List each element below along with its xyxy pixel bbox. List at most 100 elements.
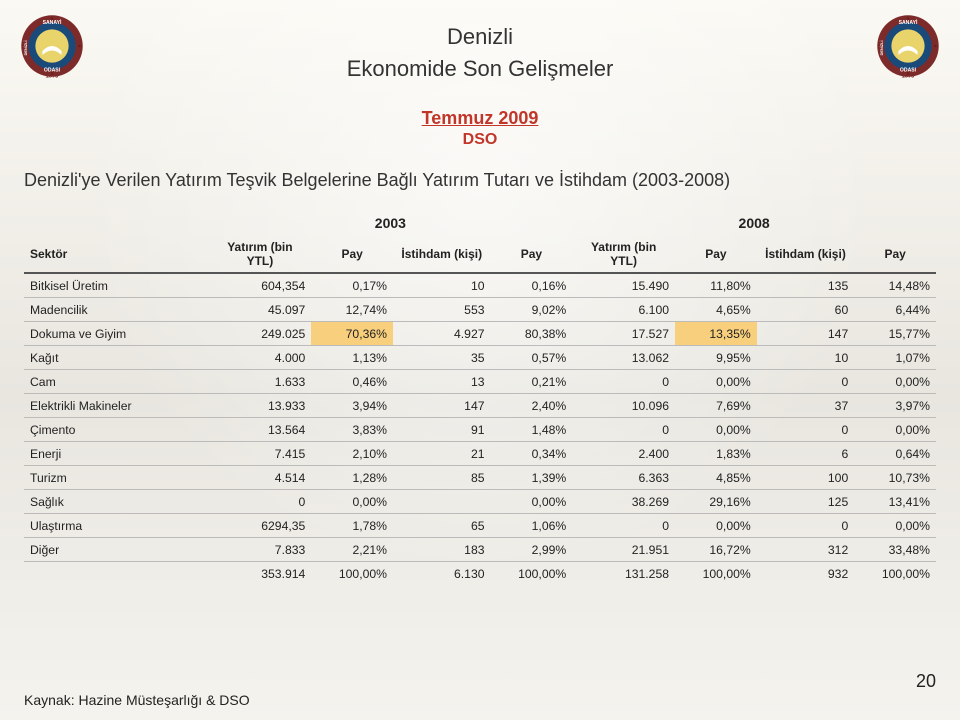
cell-value: 147 bbox=[393, 394, 491, 418]
table-row: Çimento13.5643,83%911,48%00,00%00,00% bbox=[24, 418, 936, 442]
month-year: Temmuz 2009 bbox=[0, 108, 960, 129]
cell-value: 2,99% bbox=[491, 538, 573, 562]
cell-value: 4.927 bbox=[393, 322, 491, 346]
org: DSO bbox=[0, 131, 960, 149]
cell-value: 1,06% bbox=[491, 514, 573, 538]
cell-value: 13,41% bbox=[854, 490, 936, 514]
cell-value: 312 bbox=[757, 538, 855, 562]
cell-value: 125 bbox=[757, 490, 855, 514]
col-yatirim-2003: Yatırım (bin YTL) bbox=[209, 235, 312, 273]
cell-value: 2,10% bbox=[311, 442, 393, 466]
cell-value: 1.633 bbox=[209, 370, 312, 394]
col-pay-2003b: Pay bbox=[491, 235, 573, 273]
cell-value: 7.415 bbox=[209, 442, 312, 466]
table-row: Enerji7.4152,10%210,34%2.4001,83%60,64% bbox=[24, 442, 936, 466]
cell-value: 0,34% bbox=[491, 442, 573, 466]
cell-value: 0 bbox=[757, 418, 855, 442]
cell-value: 1,48% bbox=[491, 418, 573, 442]
cell-sector: Madencilik bbox=[24, 298, 209, 322]
cell-value: 17.527 bbox=[572, 322, 675, 346]
cell-value: 37 bbox=[757, 394, 855, 418]
cell-sector: Dokuma ve Giyim bbox=[24, 322, 209, 346]
col-yatirim-2008: Yatırım (bin YTL) bbox=[572, 235, 675, 273]
cell-value: 33,48% bbox=[854, 538, 936, 562]
cell-value: 3,97% bbox=[854, 394, 936, 418]
cell-value: 0,57% bbox=[491, 346, 573, 370]
cell-value: 1,83% bbox=[675, 442, 757, 466]
cell-value: 249.025 bbox=[209, 322, 312, 346]
cell-value: 13 bbox=[393, 370, 491, 394]
cell-value: 11,80% bbox=[675, 273, 757, 298]
cell-value: 932 bbox=[757, 562, 855, 586]
cell-value: 0 bbox=[209, 490, 312, 514]
cell-value: 0,00% bbox=[311, 490, 393, 514]
data-table-wrap: 2003 2008 Sektör Yatırım (bin YTL) Pay İ… bbox=[24, 210, 936, 585]
cell-sector: Kağıt bbox=[24, 346, 209, 370]
table-row-total: 353.914100,00%6.130100,00%131.258100,00%… bbox=[24, 562, 936, 586]
cell-value: 10,73% bbox=[854, 466, 936, 490]
cell-sector: Diğer bbox=[24, 538, 209, 562]
cell-value: 0 bbox=[757, 514, 855, 538]
cell-value: 7.833 bbox=[209, 538, 312, 562]
col-istihdam-2008: İstihdam (kişi) bbox=[757, 235, 855, 273]
cell-value: 0,00% bbox=[675, 418, 757, 442]
cell-value: 13.062 bbox=[572, 346, 675, 370]
cell-value: 1,78% bbox=[311, 514, 393, 538]
cell-value: 183 bbox=[393, 538, 491, 562]
cell-value: 21 bbox=[393, 442, 491, 466]
cell-value: 4,85% bbox=[675, 466, 757, 490]
cell-value: 0 bbox=[572, 514, 675, 538]
table-row: Kağıt4.0001,13%350,57%13.0629,95%101,07% bbox=[24, 346, 936, 370]
cell-value: 45.097 bbox=[209, 298, 312, 322]
cell-value: 0,21% bbox=[491, 370, 573, 394]
cell-value: 16,72% bbox=[675, 538, 757, 562]
cell-sector: Bitkisel Üretim bbox=[24, 273, 209, 298]
cell-value: 4.000 bbox=[209, 346, 312, 370]
cell-value: 2,21% bbox=[311, 538, 393, 562]
cell-value: 10.096 bbox=[572, 394, 675, 418]
cell-value: 2,40% bbox=[491, 394, 573, 418]
cell-value: 1,13% bbox=[311, 346, 393, 370]
cell-value: 6,44% bbox=[854, 298, 936, 322]
page-header: Denizli Ekonomide Son Gelişmeler bbox=[0, 24, 960, 82]
group-2003: 2003 bbox=[209, 210, 573, 235]
title-sub: Ekonomide Son Gelişmeler bbox=[0, 56, 960, 82]
cell-value: 553 bbox=[393, 298, 491, 322]
col-sector: Sektör bbox=[24, 235, 209, 273]
cell-value: 1,39% bbox=[491, 466, 573, 490]
cell-value: 13.933 bbox=[209, 394, 312, 418]
cell-sector: Sağlık bbox=[24, 490, 209, 514]
cell-value: 29,16% bbox=[675, 490, 757, 514]
cell-sector bbox=[24, 562, 209, 586]
sub-header: Temmuz 2009 DSO bbox=[0, 108, 960, 149]
cell-value: 0,00% bbox=[675, 370, 757, 394]
group-2008: 2008 bbox=[572, 210, 936, 235]
table-title: Denizli'ye Verilen Yatırım Teşvik Belgel… bbox=[24, 170, 936, 191]
cell-value: 9,02% bbox=[491, 298, 573, 322]
cell-value: 80,38% bbox=[491, 322, 573, 346]
col-istihdam-2003: İstihdam (kişi) bbox=[393, 235, 491, 273]
cell-value: 1,28% bbox=[311, 466, 393, 490]
cell-value: 60 bbox=[757, 298, 855, 322]
cell-sector: Enerji bbox=[24, 442, 209, 466]
cell-value: 91 bbox=[393, 418, 491, 442]
cell-sector: Ulaştırma bbox=[24, 514, 209, 538]
cell-value: 3,94% bbox=[311, 394, 393, 418]
col-pay-2008b: Pay bbox=[854, 235, 936, 273]
cell-sector: Turizm bbox=[24, 466, 209, 490]
cell-value: 38.269 bbox=[572, 490, 675, 514]
cell-value: 100,00% bbox=[311, 562, 393, 586]
table-row: Turizm4.5141,28%851,39%6.3634,85%10010,7… bbox=[24, 466, 936, 490]
cell-value: 604,354 bbox=[209, 273, 312, 298]
cell-value: 13.564 bbox=[209, 418, 312, 442]
table-row: Cam1.6330,46%130,21%00,00%00,00% bbox=[24, 370, 936, 394]
page-number: 20 bbox=[916, 671, 936, 692]
cell-value: 6294,35 bbox=[209, 514, 312, 538]
cell-value: 135 bbox=[757, 273, 855, 298]
cell-value: 15.490 bbox=[572, 273, 675, 298]
cell-sector: Elektrikli Makineler bbox=[24, 394, 209, 418]
cell-value: 0 bbox=[757, 370, 855, 394]
cell-value: 10 bbox=[393, 273, 491, 298]
cell-value: 0,00% bbox=[854, 370, 936, 394]
cell-value: 131.258 bbox=[572, 562, 675, 586]
